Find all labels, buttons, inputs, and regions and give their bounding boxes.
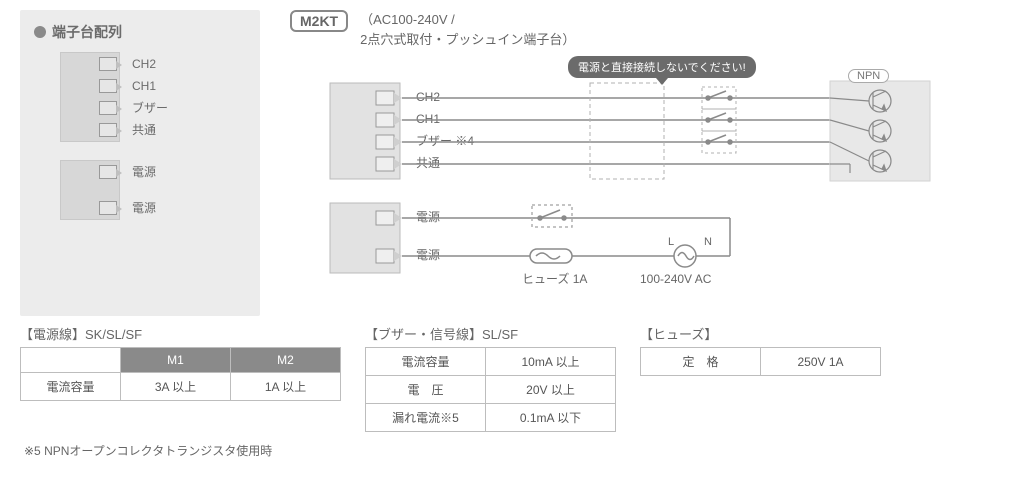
terminal-block-1-labels: CH2 CH1 ブザー 共通	[132, 53, 168, 141]
wiring-diagram: M2KT （AC100-240V / 2点穴式取付・プッシュイン端子台） 電源と…	[260, 10, 1004, 316]
svg-text:電源: 電源	[416, 210, 440, 224]
fuse-table: 【ヒューズ】 定 格250V 1A	[640, 324, 881, 376]
fuse-table-title: 【ヒューズ】	[640, 324, 881, 343]
terminal-layout-panel: 端子台配列 CH2 CH1 ブザー 共通	[20, 10, 260, 316]
sig-label-ch1: CH1	[416, 112, 440, 126]
signal-table-title: 【ブザー・信号線】SL/SF	[365, 324, 616, 343]
model-note: （AC100-240V / 2点穴式取付・プッシュイン端子台）	[360, 10, 575, 49]
ac-label: 100-240V AC	[640, 272, 712, 286]
fuse-label: ヒューズ 1A	[522, 271, 587, 286]
svg-text:電源: 電源	[416, 248, 440, 262]
footnote: ※5 NPNオープンコレクタトランジスタ使用時	[0, 432, 1024, 459]
panel-title: 端子台配列	[34, 22, 250, 42]
signal-table: 【ブザー・信号線】SL/SF 電流容量10mA 以上 電 圧20V 以上 漏れ電…	[365, 324, 616, 432]
terminal-block-2-labels: 電源 電源	[132, 161, 156, 219]
panel-title-text: 端子台配列	[52, 22, 122, 42]
power-table: 【電源線】SK/SL/SF M1 M2 電流容量 3A 以上 1A 以上	[20, 324, 341, 401]
spec-tables: 【電源線】SK/SL/SF M1 M2 電流容量 3A 以上 1A 以上 【ブザ…	[0, 316, 1024, 432]
npn-label: NPN	[848, 69, 889, 83]
sig-label-buzzer: ブザー ※4	[416, 133, 474, 148]
svg-text:N: N	[704, 236, 712, 248]
warning-badge: 電源と直接接続しないでください!	[568, 56, 756, 78]
bullet-icon	[34, 26, 46, 38]
svg-text:L: L	[668, 236, 674, 248]
terminal-block-2: 電源 電源	[60, 160, 250, 220]
sig-label-ch2: CH2	[416, 90, 440, 104]
model-label: M2KT	[290, 10, 348, 32]
power-table-title: 【電源線】SK/SL/SF	[20, 324, 341, 343]
wiring-svg: CH2 CH1 ブザー ※4 共通	[290, 53, 990, 313]
sig-label-common: 共通	[416, 156, 440, 170]
terminal-block-1: CH2 CH1 ブザー 共通	[60, 52, 250, 142]
